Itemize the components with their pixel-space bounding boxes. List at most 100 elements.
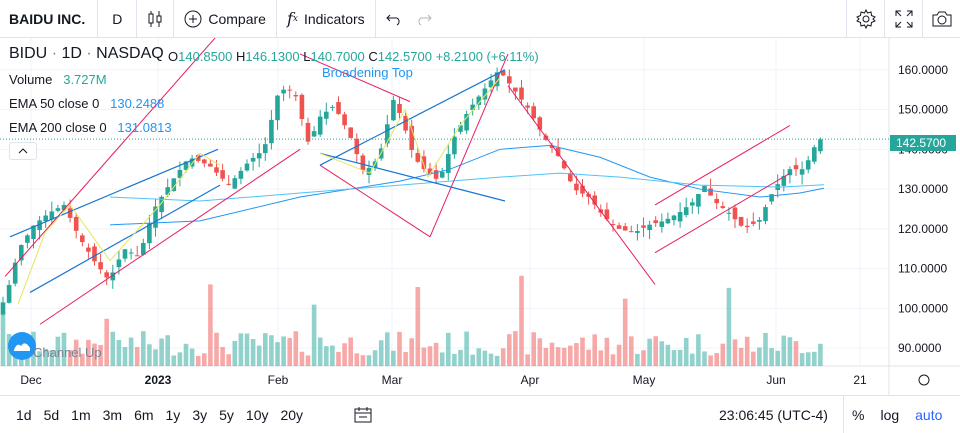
volume-bar [317,337,323,366]
interval-button[interactable]: D [98,0,138,38]
volume-bar [110,331,116,366]
log-toggle[interactable]: log [880,407,900,423]
timezone-clock[interactable]: 23:06:45 (UTC-4) [719,407,828,423]
range-3y[interactable]: 3y [192,406,208,423]
volume-bar [677,349,683,366]
range-1y[interactable]: 1y [165,406,181,423]
tradingview-logo-icon[interactable] [8,332,36,360]
candle [220,170,225,179]
settings-scale-icon[interactable] [918,374,930,386]
volume-bar [128,337,134,366]
legend-interval: 1D [61,45,82,62]
volume-bar [269,335,274,366]
fullscreen-button[interactable] [884,0,922,38]
candle [665,218,671,224]
volume-bar [134,347,140,366]
candle [427,168,433,174]
candle [153,206,158,228]
volume-bar [793,341,799,366]
price-chart[interactable]: 160.0000150.0000140.0000130.0000120.0000… [0,0,960,395]
range-20y[interactable]: 20y [280,406,304,423]
undo-icon[interactable] [385,12,402,26]
close-label: C [368,49,378,64]
candle [482,88,488,100]
x-tick-label: 21 [853,373,867,387]
candle [238,170,244,179]
volume-bar [305,355,311,366]
legend-exchange: NASDAQ [96,45,164,62]
settings-button[interactable] [846,0,884,38]
volume-bar [805,352,811,366]
change-value: +8.2100 (+6.11%) [435,49,539,64]
x-tick-label: Mar [382,373,403,387]
range-10y[interactable]: 10y [245,406,269,423]
auto-toggle[interactable]: auto [915,407,943,423]
volume-bar [147,344,152,366]
candle [488,80,494,88]
candle [305,122,311,142]
volume-bar [671,350,677,366]
volume-bar [263,333,268,366]
chart-type-button[interactable] [137,0,175,38]
candle [433,170,439,179]
volume-bar [720,343,726,366]
volume-bar [513,331,518,366]
volume-bar [757,347,762,366]
chart-pane[interactable]: 160.0000150.0000140.0000130.0000120.0000… [0,0,960,395]
candle [80,235,85,243]
redo-icon[interactable] [416,12,432,26]
volume-bar [415,287,421,366]
range-1m[interactable]: 1m [71,406,91,423]
volume-bar [92,343,97,366]
candle [812,147,817,162]
volume-legend[interactable]: Volume 3.727M [9,72,107,87]
volume-bar [452,353,457,366]
volume-bar [610,354,616,366]
snapshot-button[interactable] [922,0,960,38]
compare-button[interactable]: Compare [174,0,277,38]
volume-bar [549,342,555,366]
volume-bar [348,337,353,366]
ema50-legend[interactable]: EMA 50 close 0 130.2488 [9,96,164,111]
candle [43,215,48,222]
volume-bar [165,335,170,366]
symbol-legend: BIDU · 1D · NASDAQ [9,45,164,62]
range-5y[interactable]: 5y [219,406,234,423]
candle [86,247,91,252]
volume-bar [159,338,164,366]
range-5d[interactable]: 5d [43,406,60,423]
volume-bar [665,344,671,366]
candle [415,152,421,162]
range-6m[interactable]: 6m [134,406,154,423]
volume-bar [427,346,433,366]
volume-bar [714,353,719,366]
volume-bar [37,351,42,366]
volume-bar [372,350,378,366]
collapse-legend-button[interactable] [9,142,37,160]
calendar-goto-icon[interactable] [354,407,372,423]
symbol-search-button[interactable]: BAIDU INC. [0,0,99,38]
volume-bar [324,346,329,366]
volume-bar [629,336,634,366]
candle [110,272,116,281]
bottom-toolbar: 1d 5d 1m 3m 6m 1y 3y 5y 10y 20y 23:06:45 (UTC-4) … [0,395,960,433]
volume-bar [244,333,250,366]
volume-bar [439,352,445,366]
percent-toggle[interactable]: % [852,407,865,423]
range-3m[interactable]: 3m [102,406,123,423]
candle [500,70,506,76]
candle [208,163,213,167]
volume-bar [397,331,402,366]
volume-bar [220,347,225,366]
volume-bar [116,339,122,366]
candle [104,272,109,278]
candle [720,206,726,208]
legend-ticker: BIDU [9,45,48,62]
candle [787,169,793,176]
volume-bar [226,354,231,366]
ema200-legend[interactable]: EMA 200 close 0 131.0813 [9,120,172,135]
volume-bar [293,331,299,366]
range-1d[interactable]: 1d [16,406,32,423]
